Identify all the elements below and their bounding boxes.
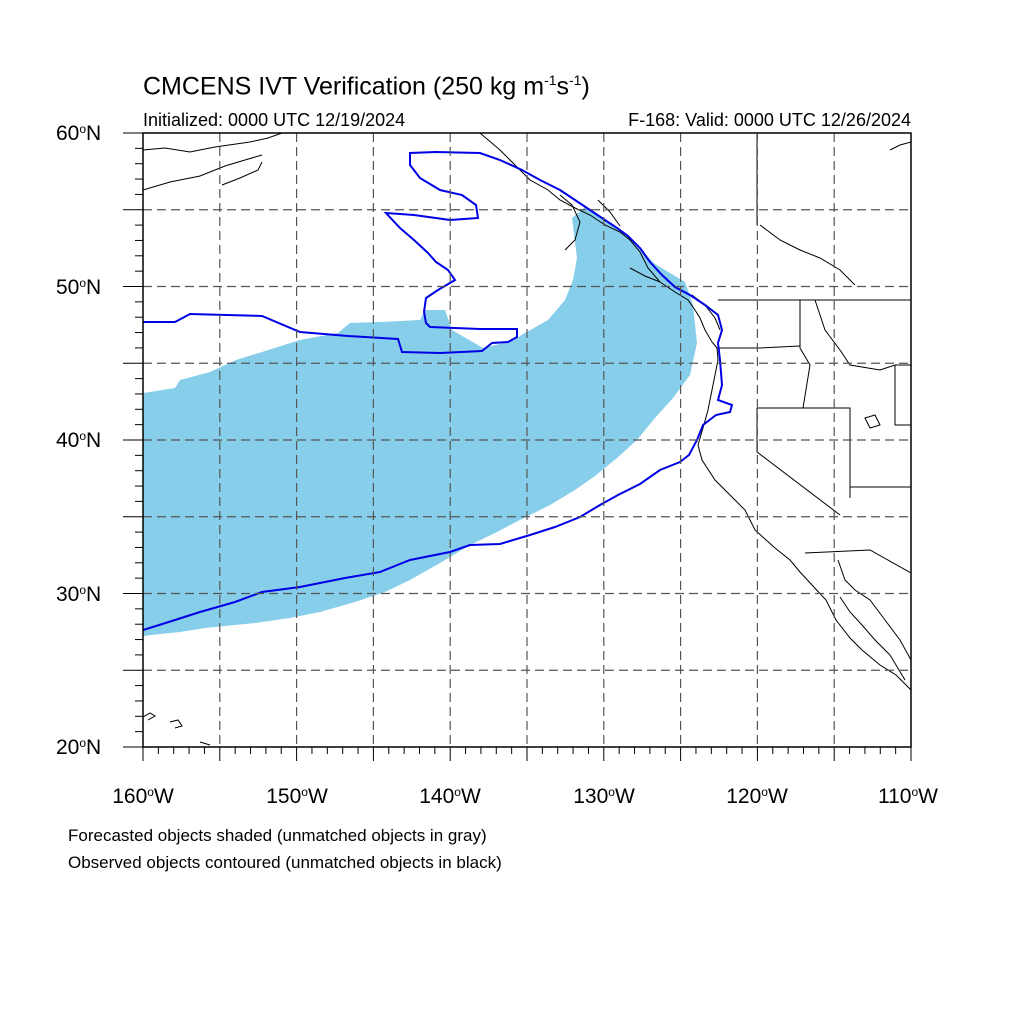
lat-label-60n: 60oN (56, 122, 102, 145)
lon-label-160w: 160oW (112, 785, 174, 808)
axis-ticks (123, 132, 912, 761)
gridlines (143, 133, 911, 747)
lat-label-20n: 20oN (56, 736, 102, 759)
init-time-label: Initialized: 0000 UTC 12/19/2024 (143, 110, 406, 130)
lat-label-40n: 40oN (56, 429, 102, 452)
lon-label-120w: 120oW (726, 785, 788, 808)
note-observed: Observed objects contoured (unmatched ob… (68, 853, 502, 872)
lat-label-50n: 50oN (56, 276, 102, 299)
lon-label-150w: 150oW (266, 785, 328, 808)
valid-time-label: F-168: Valid: 0000 UTC 12/26/2024 (628, 110, 911, 130)
lon-label-140w: 140oW (419, 785, 481, 808)
lat-label-30n: 30oN (56, 583, 102, 606)
forecast-object (143, 207, 697, 636)
lon-label-130w: 130oW (573, 785, 635, 808)
chart-title: CMCENS IVT Verification (250 kg m-1s-1) (143, 72, 590, 101)
lon-label-110w: 110oW (878, 785, 938, 808)
map-frame (142, 132, 912, 748)
note-forecast: Forecasted objects shaded (unmatched obj… (68, 826, 487, 845)
